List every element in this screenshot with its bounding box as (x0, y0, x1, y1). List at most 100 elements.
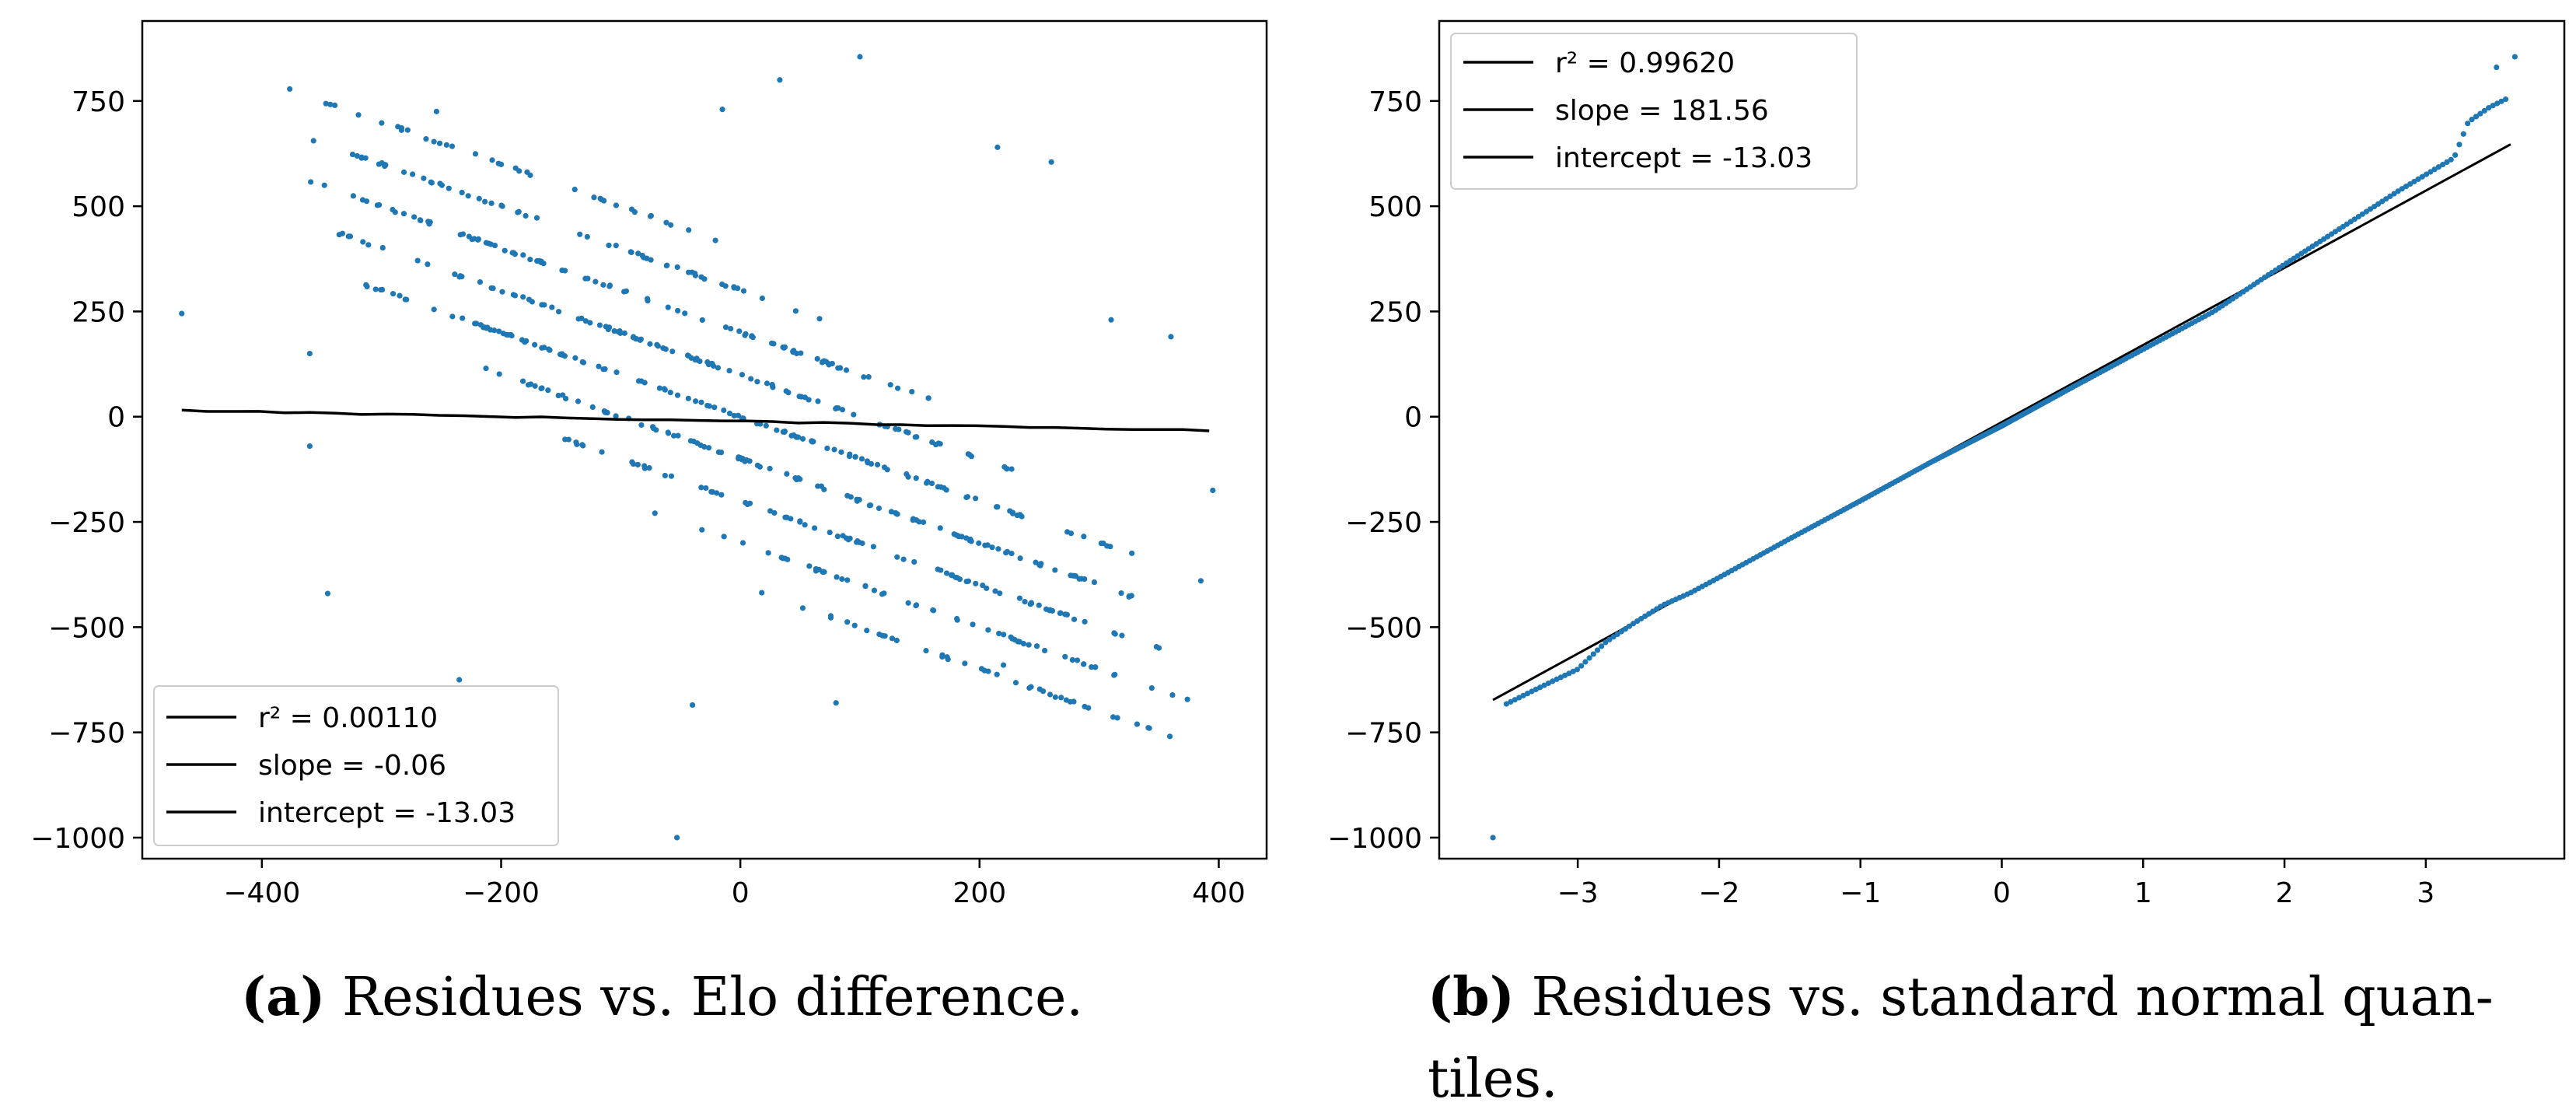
panel-a-point (1036, 602, 1042, 608)
panel-a-point (705, 445, 712, 451)
panel-a-point (1062, 653, 1068, 660)
panel-a-point (844, 577, 851, 583)
panel-a-point (884, 467, 890, 473)
panel-a-point (1027, 601, 1033, 607)
panel-a-outlier-point (324, 590, 331, 597)
panel-a-point (900, 556, 907, 562)
panel-b-outlier-point (1490, 835, 1496, 841)
panel-a-point (602, 366, 608, 373)
panel-a-point (668, 222, 674, 228)
panel-b-point (1520, 692, 1526, 698)
panel-a-point (694, 357, 701, 363)
panel-a-point (512, 292, 519, 299)
panel-b-points (1490, 54, 2518, 841)
panel-a-point (989, 544, 995, 551)
panel-b-y-tick-label: 750 (1368, 86, 1422, 118)
panel-b-point (2423, 171, 2430, 177)
panel-a-point (1169, 691, 1176, 698)
panel-a-point (783, 388, 789, 394)
panel-a-point (538, 385, 544, 392)
panel-a-point (1052, 694, 1058, 700)
panel-a-outlier-point (1197, 578, 1204, 584)
panel-b-point (2486, 105, 2492, 111)
panel-a-point (491, 327, 498, 334)
panel-a-point (1166, 733, 1173, 740)
panel-a-point (706, 403, 712, 409)
panel-a-point (893, 425, 899, 432)
panel-a-outlier-point (994, 144, 1001, 150)
panel-a-point (686, 352, 692, 359)
panel-a-point (995, 546, 1001, 552)
panel-a-point (1001, 464, 1008, 470)
panel-a-point (945, 656, 951, 663)
panel-a-point (1041, 647, 1048, 654)
panel-a-point (1038, 561, 1044, 567)
panel-a-point (647, 341, 653, 347)
panel-a-point (1067, 698, 1074, 705)
panel-a-point (754, 462, 760, 468)
panel-a-y-tick-label: 750 (72, 86, 125, 118)
panel-a-point (721, 534, 727, 540)
panel-a-point (924, 480, 930, 486)
panel-a-point (811, 525, 818, 531)
panel-a-point (754, 379, 760, 385)
panel-a-point (668, 473, 675, 479)
panel-a-point (905, 600, 911, 606)
panel-a-point (1003, 550, 1009, 556)
panel-a-point (481, 198, 488, 205)
panel-a-point (1134, 721, 1140, 727)
panel-a-point (973, 495, 979, 502)
panel-a-point (985, 668, 991, 674)
panel-a-point (496, 328, 502, 334)
panel-a-point (423, 136, 429, 142)
panel-a-outlier-point (1000, 662, 1007, 668)
panel-a-point (868, 460, 875, 467)
panel-a-point (372, 286, 379, 292)
panel-a-point (1026, 642, 1032, 648)
panel-a-point (699, 527, 705, 533)
panel-a-point (1022, 598, 1028, 605)
panel-b-outlier-point (2511, 54, 2518, 60)
panel-b-point (2502, 96, 2509, 103)
panel-a-points (179, 54, 1216, 841)
panel-b-caption: (b) Residues vs. standard normal quan- (1428, 966, 2494, 1028)
panel-a-axes-frame (141, 19, 1268, 860)
panel-b-x-tick-label: 3 (2417, 877, 2434, 909)
panel-a-point (1071, 616, 1078, 622)
panel-a-point (894, 511, 900, 517)
panel-a-point (560, 392, 566, 398)
panel-a-point (502, 247, 508, 254)
panel-a-point (591, 194, 597, 201)
panel-a-x-tick-label: −400 (223, 877, 300, 909)
panel-b-point (2427, 169, 2434, 175)
panel-b-point (2419, 173, 2425, 180)
panel-a-point (538, 258, 544, 264)
panel-a-point (431, 138, 437, 145)
panel-a-point (992, 588, 998, 594)
panel-a-point (743, 499, 749, 506)
panel-a-point (418, 217, 424, 224)
panel-a-point (790, 349, 796, 355)
panel-b-point (1529, 688, 1535, 695)
panel-a-point (606, 242, 612, 249)
panel-a-point (602, 409, 609, 415)
panel-b-y-tick-label: −750 (1345, 718, 1422, 750)
panel-a-point (846, 453, 853, 460)
panel-a-point (701, 443, 708, 450)
panel-b-point (1610, 634, 1617, 640)
panel-a-point (1020, 641, 1027, 647)
panel-a-point (904, 471, 910, 478)
panel-a-point (799, 605, 806, 611)
panel-a-point (592, 278, 599, 285)
panel-a-point (665, 429, 671, 436)
panel-a-point (465, 193, 471, 199)
panel-a-point (912, 434, 918, 440)
panel-a-point (965, 451, 971, 457)
panel-a-point (1047, 691, 1054, 698)
panel-a-y-tick-label: −750 (48, 718, 125, 750)
panel-b-point (1590, 651, 1596, 657)
panel-a-point (954, 617, 960, 623)
panel-a-point (937, 441, 943, 447)
panel-a-point (911, 558, 918, 565)
panel-a-point (920, 519, 927, 525)
